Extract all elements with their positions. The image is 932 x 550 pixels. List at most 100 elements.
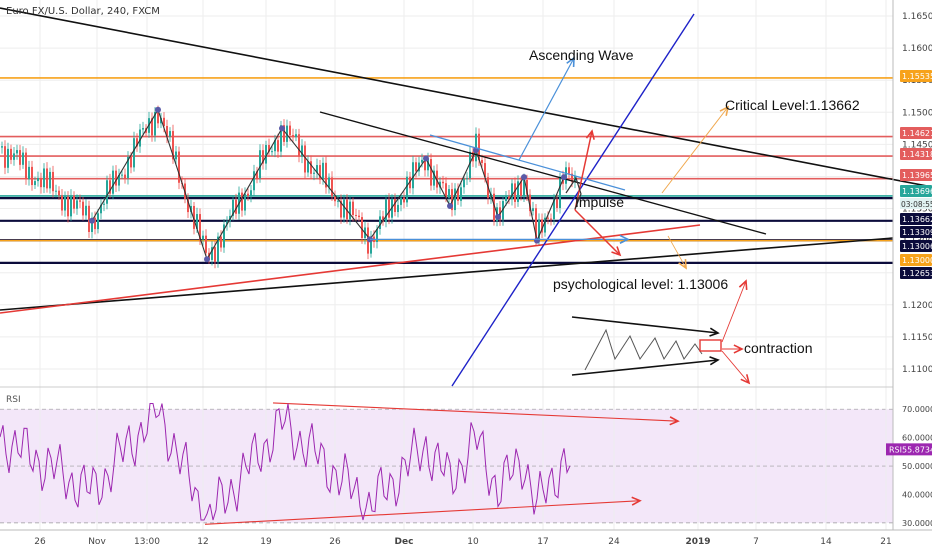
level-badge-text: 1.15535 (902, 72, 932, 81)
candle-body (337, 200, 339, 202)
candle-body (292, 135, 294, 138)
price-tick-label: 1.16000 (902, 44, 932, 54)
candle-body (568, 167, 570, 174)
candle-body (235, 199, 237, 214)
price-tick-label: 1.11500 (902, 333, 932, 343)
zigzag-pivot (495, 213, 501, 220)
candle-body (67, 196, 69, 217)
level-badge-text: 1.14318 (902, 150, 932, 159)
candle-body (529, 194, 531, 212)
candle-body (121, 174, 123, 176)
ascending-wave-arrow (518, 57, 575, 161)
candle-body (418, 162, 420, 172)
contraction-bottom-head (709, 356, 720, 366)
candle-body (370, 236, 372, 254)
candle-body (385, 199, 387, 222)
candle-body (325, 162, 327, 188)
level-badge-text: 1.13662 (902, 215, 932, 224)
candle-body (415, 162, 417, 172)
candle-body (64, 196, 66, 211)
candles (1, 105, 576, 269)
candle-body (553, 199, 555, 220)
candle-body (211, 247, 213, 260)
rsi-divergence-top (272, 402, 679, 422)
level-badge-1.13309 (900, 226, 932, 238)
candle-body (457, 188, 459, 201)
candle-body (559, 176, 561, 208)
candle-body (403, 197, 405, 203)
psychological-level-arrow (667, 235, 687, 269)
candle-body (166, 126, 168, 137)
impulse-arrow-up (574, 130, 593, 211)
grid (0, 0, 893, 530)
candle-body (511, 183, 513, 200)
candle-body (1, 146, 3, 148)
level-badge-text: 1.14621 (902, 129, 932, 138)
candle-body (127, 156, 129, 179)
candle-body (340, 200, 342, 218)
candle-body (7, 148, 9, 168)
candle-body (94, 217, 96, 230)
candle-body (451, 189, 453, 211)
contraction-break-down-head (740, 374, 751, 385)
candle-body (58, 190, 60, 196)
rsi-badge-label: RSI (889, 445, 902, 454)
candle-body (130, 156, 132, 168)
candle-body (40, 177, 42, 188)
candle-body (157, 112, 159, 124)
drawings (0, 7, 932, 525)
candle-body (256, 171, 258, 179)
zigzag-pivot (561, 174, 567, 181)
impulse-arrow-down-head (611, 246, 622, 257)
time-tick-label: 10 (467, 537, 479, 547)
candle-body (136, 138, 138, 147)
contraction-wave (584, 328, 703, 371)
zigzag-pivot (521, 174, 527, 181)
candle-body (289, 125, 291, 136)
level-badge-1.14318 (900, 148, 932, 160)
level-badge-1.15535 (900, 70, 932, 82)
candle-body (445, 183, 447, 198)
candle-body (82, 201, 84, 216)
candle-body (301, 145, 303, 157)
candle-body (253, 171, 255, 191)
candle-body (220, 236, 222, 248)
level-badge-1.12653 (900, 267, 932, 279)
candle-body (241, 192, 243, 211)
candle-body (223, 224, 225, 248)
candle-body (217, 236, 219, 262)
candle-body (376, 229, 378, 242)
price-tick-label: 1.16500 (902, 12, 932, 22)
contraction-break-up-head (738, 279, 748, 291)
candle-body (538, 219, 540, 240)
candle-body (178, 151, 180, 183)
time-tick-label: 17 (537, 537, 548, 547)
candle-body (322, 162, 324, 180)
candle-body (268, 145, 270, 152)
ascending-wave-arrow-head (566, 56, 575, 68)
critical-level-arrow (661, 106, 729, 194)
candle-body (388, 199, 390, 218)
time-tick-label: 2019 (685, 537, 710, 547)
candle-body (460, 187, 462, 201)
time-tick-label: 12 (197, 537, 208, 547)
candle-body (343, 199, 345, 218)
candle-body (199, 214, 201, 240)
time-tick-label: 21 (880, 537, 891, 547)
candle-body (523, 179, 525, 196)
candle-body (43, 168, 45, 188)
candle-body (16, 150, 18, 154)
candle-body (379, 216, 381, 230)
candle-body (286, 125, 288, 142)
level-badge-1.14621 (900, 127, 932, 139)
candle-body (22, 152, 24, 165)
trendline-lower (0, 237, 894, 311)
rsi-band (0, 408, 893, 524)
candle-body (556, 199, 558, 208)
candle-body (49, 171, 51, 189)
candle-body (502, 201, 504, 220)
candle-body (262, 150, 264, 164)
candle-body (430, 159, 432, 186)
